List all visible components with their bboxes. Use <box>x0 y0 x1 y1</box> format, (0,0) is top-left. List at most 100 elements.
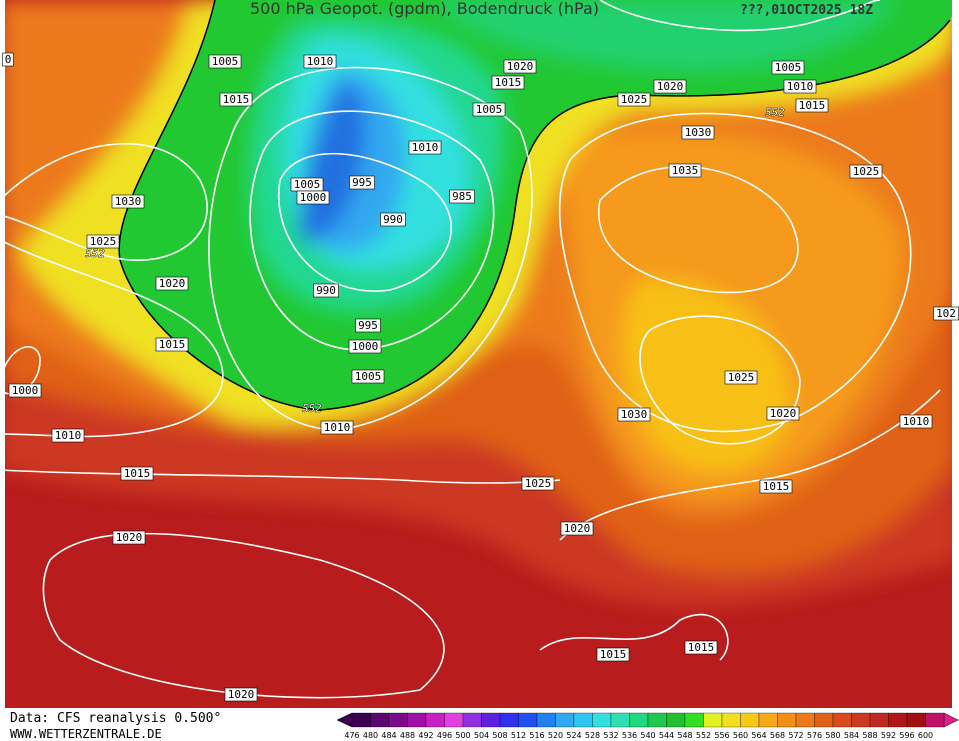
scale-swatch <box>851 712 871 728</box>
scale-swatch <box>388 712 408 728</box>
label-box <box>380 212 406 227</box>
isobar-label: 1015 <box>159 338 186 351</box>
label-box <box>355 318 381 333</box>
color-scale: 476 480 484 488 492 496 500 504 508 512 516 520 524 5… <box>336 712 959 740</box>
scale-label: 488 <box>400 731 415 740</box>
isobar-label: 1025 <box>90 235 117 248</box>
label-box <box>2 52 14 67</box>
isobar-label: 1010 <box>307 55 334 68</box>
scale-swatch <box>888 712 908 728</box>
isobar-label: 1010 <box>324 421 351 434</box>
scale-label: 588 <box>862 731 877 740</box>
scale-swatch <box>740 712 760 728</box>
isobar-label: 552 <box>765 106 785 119</box>
label-box <box>313 283 339 298</box>
scale-label: 544 <box>659 731 674 740</box>
isobar-label: 1005 <box>294 178 321 191</box>
isobar-label: 985 <box>452 190 472 203</box>
scale-swatch <box>647 712 667 728</box>
scale-swatch <box>444 712 464 728</box>
label-box <box>348 339 382 354</box>
isobar-label: 102 <box>936 307 956 320</box>
scale-swatch <box>666 712 686 728</box>
scale-label: 512 <box>511 731 526 740</box>
scale-swatch <box>518 712 538 728</box>
scale-label: 528 <box>585 731 600 740</box>
scale-end-low <box>336 712 353 728</box>
scale-swatch <box>869 712 889 728</box>
label-box <box>224 687 258 702</box>
scale-swatch <box>351 712 371 728</box>
label-box <box>449 189 475 204</box>
isobar-label: 1015 <box>763 480 790 493</box>
site-url: WWW.WETTERZENTRALE.DE <box>10 727 162 741</box>
scale-swatch <box>499 712 519 728</box>
scale-label: 484 <box>381 731 396 740</box>
isobar-label: 1020 <box>116 531 143 544</box>
map-date: ???,01OCT2025 18Z <box>740 3 873 18</box>
label-box <box>596 647 630 662</box>
scale-label: 496 <box>437 731 452 740</box>
label-box <box>766 406 800 421</box>
isobar-label: 1015 <box>688 641 715 654</box>
label-box <box>408 140 442 155</box>
isobar-label: 1025 <box>621 93 648 106</box>
isobar-label: 1000 <box>352 340 379 353</box>
isobar-label: 552 <box>302 402 322 415</box>
label-box <box>759 479 793 494</box>
label-box <box>86 234 120 249</box>
isobar-label: 995 <box>352 176 372 189</box>
isobar-label: 552 <box>85 247 105 260</box>
label-box <box>560 521 594 536</box>
scale-label: 524 <box>566 731 581 740</box>
label-box <box>349 175 375 190</box>
scale-swatch <box>906 712 926 728</box>
scale-label: 520 <box>548 731 563 740</box>
isobar-label: 990 <box>383 213 403 226</box>
label-box <box>351 369 385 384</box>
height-field <box>5 0 952 708</box>
isobar-label: 1005 <box>212 55 239 68</box>
scale-label: 600 <box>918 731 933 740</box>
label-box <box>8 383 42 398</box>
label-box <box>503 59 537 74</box>
scale-label: 564 <box>751 731 766 740</box>
label-box <box>491 75 525 90</box>
label-box <box>783 79 817 94</box>
isobar-label: 1005 <box>775 61 802 74</box>
scale-end-high <box>943 712 959 728</box>
scale-label: 560 <box>733 731 748 740</box>
label-box <box>51 428 85 443</box>
scale-swatch <box>536 712 556 728</box>
scale-label: 552 <box>696 731 711 740</box>
scale-label: 592 <box>881 731 896 740</box>
scale-label: 568 <box>770 731 785 740</box>
scale-swatch <box>721 712 741 728</box>
label-box <box>320 420 354 435</box>
scale-swatch <box>481 712 501 728</box>
label-box <box>617 92 651 107</box>
scale-swatch <box>573 712 593 728</box>
isobar-label: 1015 <box>600 648 627 661</box>
scale-swatch <box>758 712 778 728</box>
isobar-label: 995 <box>358 319 378 332</box>
scale-swatch <box>592 712 612 728</box>
scale-swatch <box>814 712 834 728</box>
label-box <box>120 466 154 481</box>
scale-swatch <box>777 712 797 728</box>
isobar-label: 1010 <box>412 141 439 154</box>
label-box <box>296 190 330 205</box>
isobar-label: 1025 <box>728 371 755 384</box>
isobar-label: 1015 <box>799 99 826 112</box>
scale-label: 476 <box>344 731 359 740</box>
isobar-label: 990 <box>316 284 336 297</box>
label-box <box>155 337 189 352</box>
isobar-label: 1000 <box>300 191 327 204</box>
scale-label: 556 <box>714 731 729 740</box>
scale-label: 584 <box>844 731 859 740</box>
scale-swatch <box>832 712 852 728</box>
scale-swatch <box>925 712 945 728</box>
label-box <box>303 54 337 69</box>
scale-label: 548 <box>677 731 692 740</box>
